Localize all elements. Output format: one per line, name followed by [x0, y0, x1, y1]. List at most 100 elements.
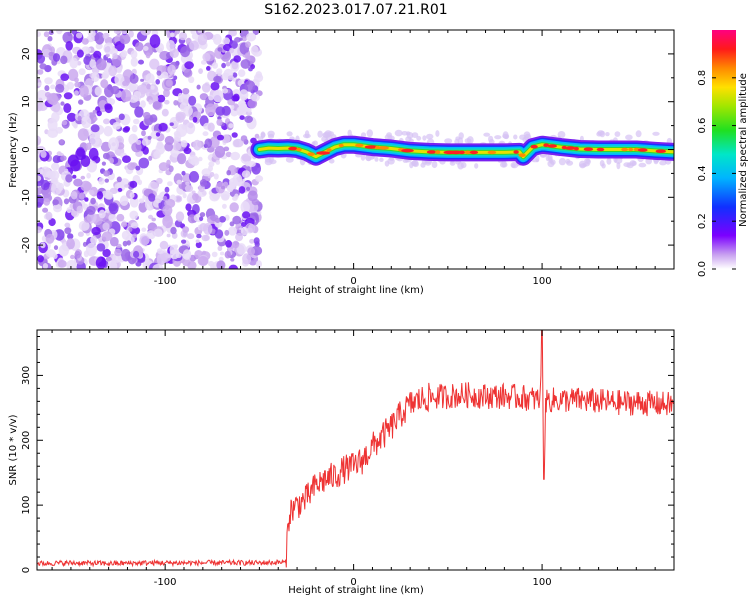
noise-cell: [164, 99, 170, 105]
noise-cell: [44, 77, 53, 85]
noise-cell: [219, 216, 226, 223]
noise-cell: [494, 135, 502, 140]
y-tick-label: 300: [21, 366, 32, 385]
noise-cell: [188, 95, 197, 106]
y-tick-label: 20: [21, 48, 32, 61]
x-tick-label: -100: [154, 577, 177, 588]
noise-cell: [138, 59, 144, 65]
noise-cell: [141, 130, 146, 137]
noise-cell: [67, 233, 74, 240]
noise-cell: [545, 154, 550, 162]
noise-cell: [153, 150, 161, 159]
noise-cell: [139, 235, 150, 246]
x-tick-label: 0: [350, 577, 356, 588]
y-tick-label: 100: [21, 496, 32, 515]
noise-cell: [149, 58, 160, 70]
noise-cell: [233, 55, 241, 63]
noise-cell: [64, 222, 71, 228]
noise-cell: [187, 155, 199, 165]
noise-cell: [134, 106, 144, 118]
noise-cell: [623, 162, 631, 168]
noise-cell: [238, 69, 246, 77]
snr-xlabel: Height of straight line (km): [288, 585, 424, 596]
noise-cell: [130, 57, 138, 67]
noise-cell: [102, 222, 110, 231]
noise-cell: [48, 51, 54, 57]
noise-cell: [156, 248, 163, 255]
noise-cell: [77, 115, 82, 122]
noise-cell: [215, 159, 221, 165]
noise-cell: [66, 260, 77, 269]
noise-cell: [203, 234, 210, 241]
noise-cell: [236, 243, 247, 255]
noise-cell: [98, 177, 105, 185]
noise-cell: [128, 30, 134, 38]
noise-cell: [81, 115, 92, 129]
noise-cell: [217, 245, 223, 251]
noise-cell: [125, 96, 131, 102]
x-tick-label: 100: [533, 276, 552, 287]
noise-cell: [37, 226, 42, 234]
noise-cell: [165, 204, 170, 210]
noise-cell: [123, 126, 131, 132]
noise-cell: [192, 116, 198, 123]
noise-cell: [105, 256, 112, 262]
noise-cell: [60, 155, 67, 161]
noise-cell: [303, 133, 311, 139]
noise-cell: [43, 31, 50, 38]
noise-cell: [85, 142, 92, 150]
noise-cell: [90, 124, 100, 133]
noise-cell: [122, 240, 128, 247]
noise-cell: [133, 118, 140, 125]
noise-cell: [65, 174, 73, 183]
noise-cell: [631, 160, 637, 166]
noise-cell: [109, 236, 119, 247]
noise-cell: [219, 251, 225, 256]
noise-cell: [175, 252, 182, 258]
noise-cell: [140, 78, 145, 82]
signal-hotspot: [621, 147, 628, 152]
noise-cell: [116, 65, 123, 74]
noise-cell: [56, 30, 63, 35]
noise-cell: [145, 73, 155, 84]
noise-cell: [131, 124, 138, 133]
noise-cell: [246, 107, 252, 113]
noise-cell: [108, 203, 118, 212]
noise-cell: [170, 226, 177, 235]
noise-cell: [86, 172, 91, 179]
x-tick-label: 0: [350, 276, 356, 287]
noise-cell: [513, 134, 518, 140]
noise-cell: [135, 42, 144, 52]
noise-cell: [112, 53, 118, 60]
snr-series-line: [37, 330, 674, 568]
noise-cell: [264, 157, 271, 163]
noise-cell: [248, 161, 256, 167]
noise-cell: [166, 233, 171, 238]
noise-cell: [85, 47, 92, 53]
noise-cell: [126, 240, 131, 246]
noise-cell: [225, 240, 233, 248]
noise-cell: [106, 58, 112, 64]
noise-cell: [605, 132, 610, 137]
noise-cell: [209, 172, 215, 177]
noise-cell: [240, 201, 250, 214]
noise-cell: [229, 202, 239, 213]
noise-cell: [235, 233, 244, 242]
noise-cell: [164, 186, 170, 193]
noise-cell: [120, 248, 131, 262]
signal-hotspot: [513, 150, 519, 154]
noise-cell: [37, 31, 41, 37]
noise-cell: [196, 84, 201, 90]
noise-cell: [212, 89, 224, 103]
noise-cell: [90, 235, 98, 245]
noise-cell: [168, 165, 174, 173]
noise-cell: [122, 155, 131, 163]
noise-cell: [78, 99, 84, 105]
noise-cell: [122, 80, 128, 86]
noise-cell: [394, 129, 403, 137]
noise-cell: [84, 197, 89, 202]
noise-cell: [659, 160, 667, 166]
noise-cell: [177, 92, 183, 100]
noise-cell: [201, 83, 211, 93]
noise-cell: [222, 203, 227, 209]
